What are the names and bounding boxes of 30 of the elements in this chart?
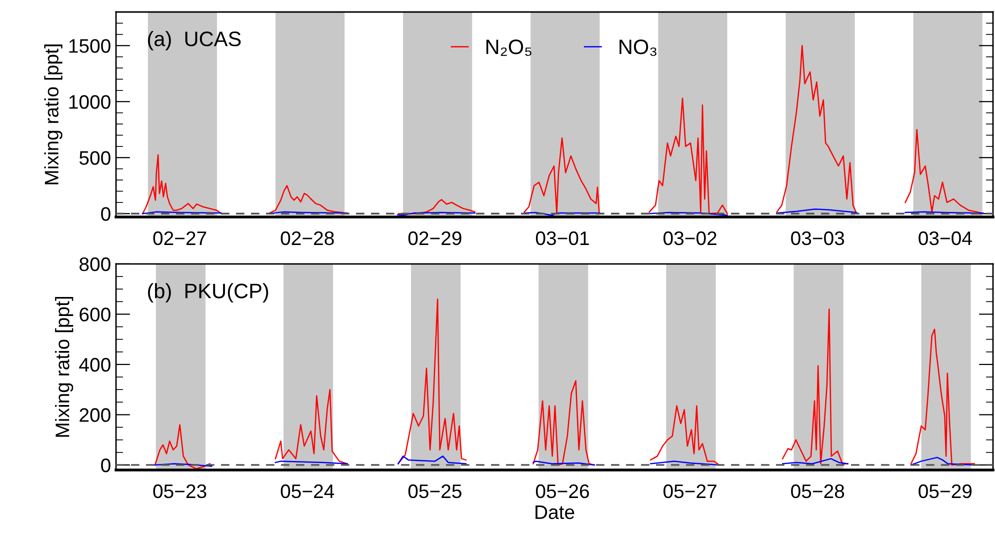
x-tick-label: 05−24 <box>280 484 334 498</box>
x-tick-label: 05−28 <box>791 484 844 498</box>
x-tick-label: 05−27 <box>664 484 716 498</box>
y-tick-label: 0 <box>101 207 110 221</box>
legend-label: N₂O₅ <box>486 39 532 56</box>
annotation: (b) PKU(CP) <box>148 283 268 302</box>
x-tick-label: 03−03 <box>791 231 844 246</box>
x-tick-label: 02−27 <box>153 231 206 246</box>
legend-label: NO₃ <box>620 39 656 56</box>
y-tick-label: 800 <box>80 257 110 272</box>
x-tick-label: 02−28 <box>280 231 334 246</box>
y-tick-label: 1500 <box>69 39 110 53</box>
y-tick-label: 1000 <box>69 95 110 109</box>
y-tick-label: 600 <box>80 308 110 322</box>
y-tick-label: 400 <box>79 358 110 372</box>
x-tick-label: 05−26 <box>536 484 589 498</box>
y-tick-label: 0 <box>101 458 110 472</box>
x-axis-title: Date <box>536 506 574 520</box>
y-axis-title: Mixing ratio [ppt] <box>44 44 62 184</box>
x-tick-label: 03−04 <box>918 231 972 246</box>
annotation: (a) UCAS <box>148 30 241 50</box>
y-tick-label: 200 <box>80 408 110 422</box>
x-tick-label: 02−29 <box>408 231 462 246</box>
x-tick-label: 03−02 <box>664 231 716 246</box>
x-tick-label: 05−25 <box>408 484 462 498</box>
x-tick-label: 03−01 <box>536 231 589 246</box>
x-tick-label: 05−29 <box>918 484 972 498</box>
x-tick-label: 05−23 <box>153 484 206 498</box>
y-tick-label: 500 <box>79 151 110 165</box>
y-axis-title: Mixing ratio [ppt] <box>55 297 74 437</box>
